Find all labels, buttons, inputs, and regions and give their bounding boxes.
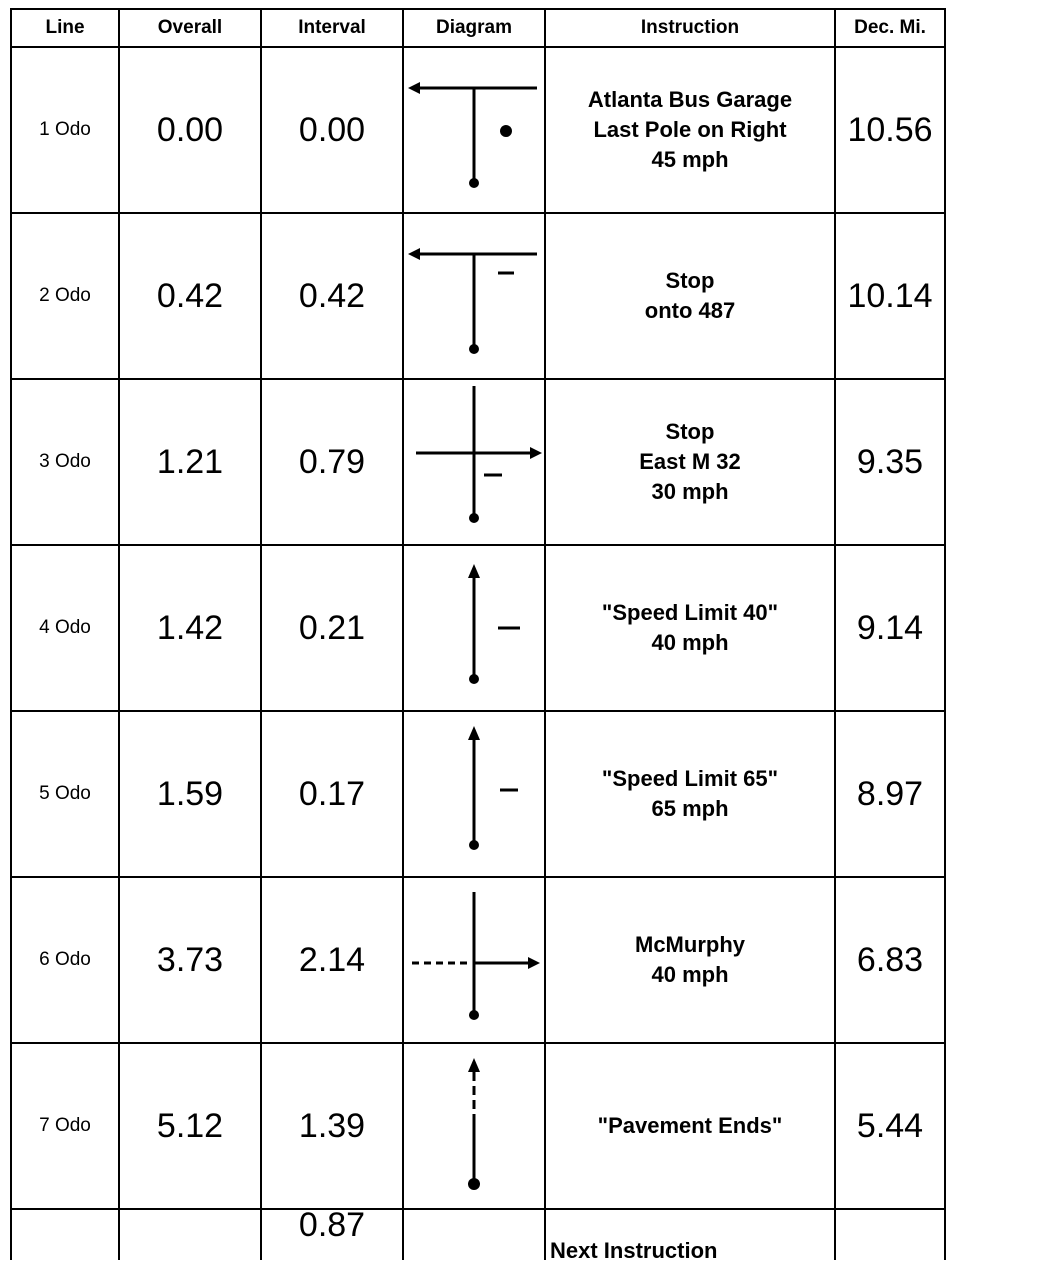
- line-number: 6 Odo: [10, 876, 120, 1044]
- dec-mi-value: 5.44: [834, 1042, 946, 1210]
- interval-distance: 0.00: [260, 46, 404, 214]
- table-row: 5 Odo 1.59 0.17 "Speed Limit 65" 65 mph …: [10, 710, 946, 878]
- table-row: 3 Odo 1.21 0.79 Stop East M 32 30 mph 9.…: [10, 378, 946, 546]
- diagram-cell: [402, 46, 546, 214]
- interval-distance: 0.42: [260, 212, 404, 380]
- instruction-line: 40 mph: [651, 962, 729, 987]
- header-interval: Interval: [260, 8, 404, 48]
- instruction-line: 40 mph: [651, 630, 729, 655]
- instruction-line: 30 mph: [651, 479, 729, 504]
- diagram-cell: [402, 212, 546, 380]
- header-row: Line Overall Interval Diagram Instructio…: [10, 8, 946, 48]
- instruction-line: 65 mph: [651, 796, 729, 821]
- instruction-line: 45 mph: [651, 147, 729, 172]
- interval-distance: 0.79: [260, 378, 404, 546]
- dec-mi-value: 8.97: [834, 710, 946, 878]
- line-number: 7 Odo: [10, 1042, 120, 1210]
- interval-distance: 2.14: [260, 876, 404, 1044]
- instruction-line: East M 32: [639, 449, 741, 474]
- overall-distance: 1.42: [118, 544, 262, 712]
- table-row: 6 Odo 3.73 2.14 McMurphy 40 mph 6.83: [10, 876, 946, 1044]
- line-number: 5 Odo: [10, 710, 120, 878]
- instruction-line: Atlanta Bus Garage: [587, 87, 793, 112]
- interval-distance: 0.17: [260, 710, 404, 878]
- table-row: 7 Odo 5.12 1.39 "Pavement Ends" 5.44: [10, 1042, 946, 1210]
- instruction-line: "Speed Limit 40": [601, 600, 779, 625]
- header-diagram: Diagram: [402, 8, 546, 48]
- instruction-line: onto 487: [644, 298, 736, 323]
- dec-mi-value: 9.14: [834, 544, 946, 712]
- line-number: 2 Odo: [10, 212, 120, 380]
- overall-distance: 1.59: [118, 710, 262, 878]
- t-junction-left-with-stop-icon: [408, 248, 537, 354]
- table-row: 2 Odo 0.42 0.42 Stop onto 487 10.14: [10, 212, 946, 380]
- crossroad-right-with-stop-icon: [416, 386, 542, 523]
- overall-distance: 5.12: [118, 1042, 262, 1210]
- instruction-line: "Speed Limit 65": [601, 766, 779, 791]
- crossroad-right-dashed-left-icon: [412, 892, 540, 1020]
- t-junction-left-with-dot-icon: [408, 82, 537, 188]
- table-row: 1 Odo 0.00 0.00 Atlanta Bus Garage Last …: [10, 46, 946, 214]
- instruction-line: Stop: [665, 419, 715, 444]
- next-instruction-label: Next Instruction: [550, 1238, 718, 1263]
- diagram-cell: [402, 710, 546, 878]
- line-number: 1 Odo: [10, 46, 120, 214]
- overall-distance: 0.00: [118, 46, 262, 214]
- dec-mi-value: 6.83: [834, 876, 946, 1044]
- instruction-text: Atlanta Bus Garage Last Pole on Right 45…: [544, 46, 836, 214]
- header-overall: Overall: [118, 8, 262, 48]
- overall-distance: 3.73: [118, 876, 262, 1044]
- instruction-line: Stop: [665, 268, 715, 293]
- straight-ahead-with-sign-icon: [468, 564, 520, 684]
- diagram-cell: [402, 1042, 546, 1210]
- instruction-line: McMurphy: [635, 932, 745, 957]
- instruction-text: "Speed Limit 40" 40 mph: [544, 544, 836, 712]
- interval-distance: 1.39: [260, 1042, 404, 1210]
- table-row: 4 Odo 1.42 0.21 "Speed Limit 40" 40 mph …: [10, 544, 946, 712]
- line-number: 4 Odo: [10, 544, 120, 712]
- interval-distance: 0.21: [260, 544, 404, 712]
- straight-ahead-dashed-icon: [468, 1058, 480, 1190]
- instruction-line: Last Pole on Right: [593, 117, 787, 142]
- instruction-text: Stop East M 32 30 mph: [544, 378, 836, 546]
- dec-mi-value: 9.35: [834, 378, 946, 546]
- overall-distance: 0.42: [118, 212, 262, 380]
- straight-ahead-with-sign-icon: [468, 726, 518, 850]
- instruction-text: Stop onto 487: [544, 212, 836, 380]
- diagram-cell: [402, 876, 546, 1044]
- diagram-cell: [402, 378, 546, 546]
- line-number: 3 Odo: [10, 378, 120, 546]
- header-instruction: Instruction: [544, 8, 836, 48]
- roadbook-table: Line Overall Interval Diagram Instructio…: [10, 8, 946, 1263]
- instruction-text: "Speed Limit 65" 65 mph: [544, 710, 836, 878]
- header-line: Line: [10, 8, 120, 48]
- overall-distance: 1.21: [118, 378, 262, 546]
- instruction-text: McMurphy 40 mph: [544, 876, 836, 1044]
- instruction-line: "Pavement Ends": [597, 1113, 783, 1138]
- dec-mi-value: 10.14: [834, 212, 946, 380]
- header-dec-mi: Dec. Mi.: [834, 8, 946, 48]
- instruction-text: "Pavement Ends": [544, 1042, 836, 1210]
- dec-mi-value: 10.56: [834, 46, 946, 214]
- diagram-cell: [402, 544, 546, 712]
